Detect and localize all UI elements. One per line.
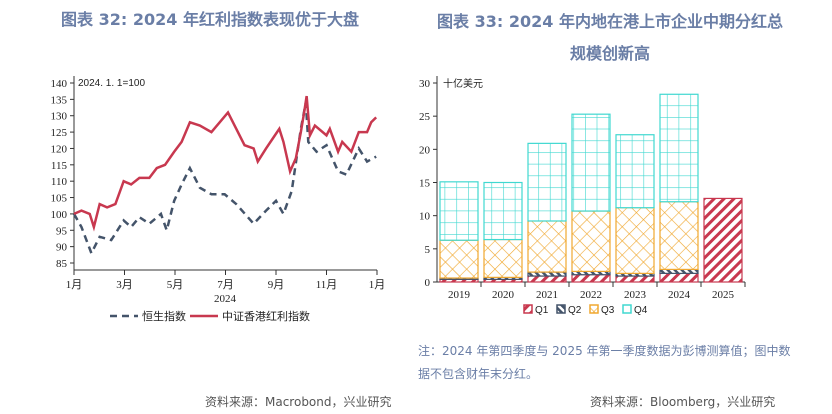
y-tick-label: 0 [425,277,431,289]
bar-2022-Q3 [571,210,611,272]
x-axis-label: 2024 [214,293,237,305]
y-tick-label: 130 [51,111,68,123]
bar-2025-Q1 [703,197,743,283]
right-title-line2: 规模创新高 [569,44,650,63]
bar-2019-Q3 [439,239,479,279]
y-tick-label: 135 [51,94,68,106]
y-tick-label: 90 [56,242,68,254]
left-source: 资料来源：Macrobond，兴业研究 [205,395,392,409]
y-tick-label: 95 [56,225,68,237]
x-tick-label: 2020 [492,289,515,301]
bar-2021-Q3 [527,220,567,273]
y-tick-label: 110 [51,176,68,188]
y-tick-label: 115 [51,160,68,172]
y-tick-label: 125 [51,127,68,139]
x-tick-label: 3月 [116,279,133,291]
y-tick-label: 30 [419,78,431,90]
legend-swatch [556,304,566,314]
y-tick-label: 85 [56,258,68,270]
x-tick-label: 1月 [66,279,83,291]
bar-2020-Q4 [483,181,523,241]
x-tick-label: 1月 [369,279,386,291]
legend-swatch [622,304,632,314]
x-tick-label: 2022 [580,289,602,301]
x-tick-label: 2023 [624,289,647,301]
x-tick-label: 2024 [668,289,691,301]
series-line-hsi [72,102,377,257]
bar-2020-Q3 [483,238,523,278]
x-tick-label: 7月 [217,279,234,291]
bar-2021-Q1 [527,275,567,283]
bar-2022-Q1 [571,274,611,283]
legend-swatch [589,304,599,314]
right-title-line1: 图表 33: 2024 年内地在港上市企业中期分红总 [437,12,783,31]
unit-label: 十亿美元 [443,77,483,90]
legend-label: Q3 [601,305,615,316]
right-source: 资料来源：Bloomberg，兴业研究 [590,395,776,409]
y-tick-label: 100 [51,209,68,221]
y-tick-label: 105 [51,193,68,205]
x-tick-label: 5月 [167,279,184,291]
legend-label: Q1 [535,305,549,316]
left-chart-title: 图表 32: 2024 年红利指数表现优于大盘 [61,10,359,29]
annotation: 2024. 1. 1=100 [78,78,145,89]
x-tick-label: 2021 [536,289,558,301]
bar-2023-Q3 [615,207,655,274]
y-tick-label: 140 [51,78,68,90]
bar-2024-Q4 [659,93,699,203]
y-tick-label: 10 [419,211,431,223]
x-tick-label: 9月 [268,279,285,291]
y-tick-label: 120 [51,143,68,155]
chart-note: 注：2024 年第四季度与 2025 年第一季度数据为彭博测算值；图中数据不包含… [418,344,791,381]
bar-2023-Q4 [615,134,655,209]
bar-2019-Q4 [439,181,479,241]
legend-swatch [523,304,533,314]
series-line-dividend [73,95,378,232]
bar-2021-Q4 [527,142,567,222]
bar-2022-Q4 [571,113,611,212]
bar-2023-Q1 [615,275,655,283]
legend-label: 中证香港红利指数 [222,309,310,323]
x-tick-label: 2019 [448,289,471,301]
legend-label: 恒生指数 [142,309,186,323]
x-tick-label: 2025 [712,289,735,301]
line-chart: 85 90 95 100 105 110 115 120 125 130 135 140 1月 3月 5月 7… [51,76,386,323]
legend-label: Q2 [568,305,582,316]
y-tick-label: 25 [419,111,431,123]
bar-2024-Q1 [659,272,699,283]
bar-2024-Q3 [659,201,699,270]
y-tick-label: 15 [419,178,431,190]
x-tick-label: 11月 [316,279,338,291]
y-tick-label: 20 [419,144,431,156]
right-chart-title: 图表 33: 2024 年内地在港上市企业中期分红总 规模创新高 [410,6,810,70]
legend-label: Q4 [634,305,648,316]
y-tick-label: 5 [425,244,431,256]
